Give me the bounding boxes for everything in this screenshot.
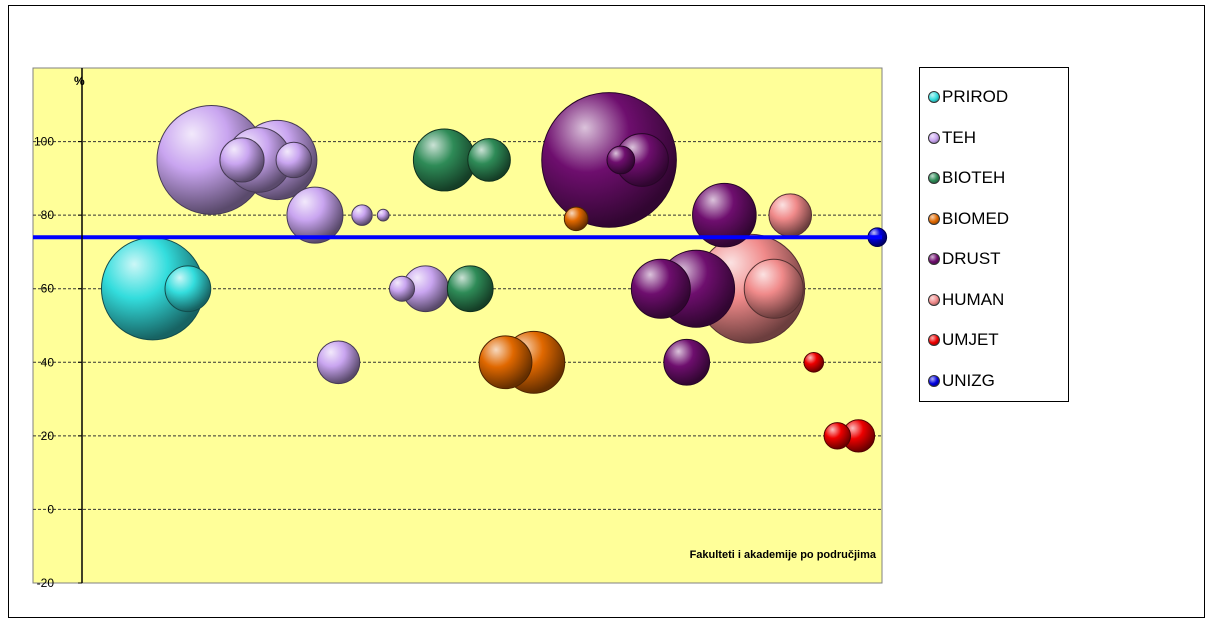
bubble-teh [351,204,373,226]
legend-label: UMJET [942,330,999,350]
bubble-teh [388,275,416,302]
y-tick-label: 80 [41,208,55,222]
y-tick-label: -20 [37,576,55,590]
bubble-drust [630,258,691,319]
legend-item-human: HUMAN [928,280,1068,321]
legend-swatch-icon [928,374,940,387]
legend-label: PRIROD [942,87,1009,107]
bubble-human [768,193,813,237]
y-tick-label: 60 [41,282,55,296]
legend-item-prirod: PRIROD [928,77,1068,118]
legend-swatch-icon [928,253,940,266]
legend-item-drust: DRUST [928,239,1068,280]
bubble-bioteh [412,128,476,192]
legend-item-unizg: UNIZG [928,361,1068,402]
legend-swatch-icon [928,131,940,144]
legend-label: BIOTEH [942,168,1006,188]
bubble-teh [376,208,390,222]
bubble-umjet [803,351,825,373]
y-axis: -20 0 20 40 60 80 100 [34,68,83,590]
legend-swatch-icon [928,293,940,306]
y-tick-label: 100 [34,135,54,149]
legend-label: DRUST [942,249,1001,269]
bubble-prirod [164,265,212,313]
bubble-biomed [478,335,533,390]
bubble-drust [692,182,757,248]
bubble-teh [316,340,361,385]
bubble-drust [663,338,711,386]
bubble-umjet [823,422,851,450]
bubble-bioteh [467,138,511,182]
y-tick-label: 20 [41,429,55,443]
y-axis-unit-label: % [74,74,85,88]
bubble-bioteh [446,265,494,313]
legend-swatch-icon [928,212,940,225]
bubble-teh [275,141,312,179]
legend-swatch-icon [928,334,940,347]
legend-label: HUMAN [942,289,1005,309]
bubble-biomed [563,206,589,232]
legend: PRIROD TEH BIOTEH BIOMED DRUST HUMAN UMJET UNIZ… [919,67,1069,402]
y-tick-label: 0 [47,502,54,516]
bubble-teh [286,186,344,244]
legend-label: TEH [942,127,976,147]
legend-item-umjet: UMJET [928,320,1068,361]
legend-item-teh: TEH [928,118,1068,159]
legend-item-biomed: BIOMED [928,199,1068,240]
bubble-teh [219,137,265,183]
x-axis-label: Fakulteti i akademije po područjima [690,549,877,561]
y-tick-label: 40 [41,355,55,369]
legend-swatch-icon [928,172,940,185]
legend-label: UNIZG [942,370,995,390]
bubbles [100,92,888,453]
bubble-drust [606,145,636,175]
bubble-human [743,258,804,319]
legend-swatch-icon [928,91,940,104]
legend-item-bioteh: BIOTEH [928,158,1068,199]
legend-label: BIOMED [942,208,1010,228]
